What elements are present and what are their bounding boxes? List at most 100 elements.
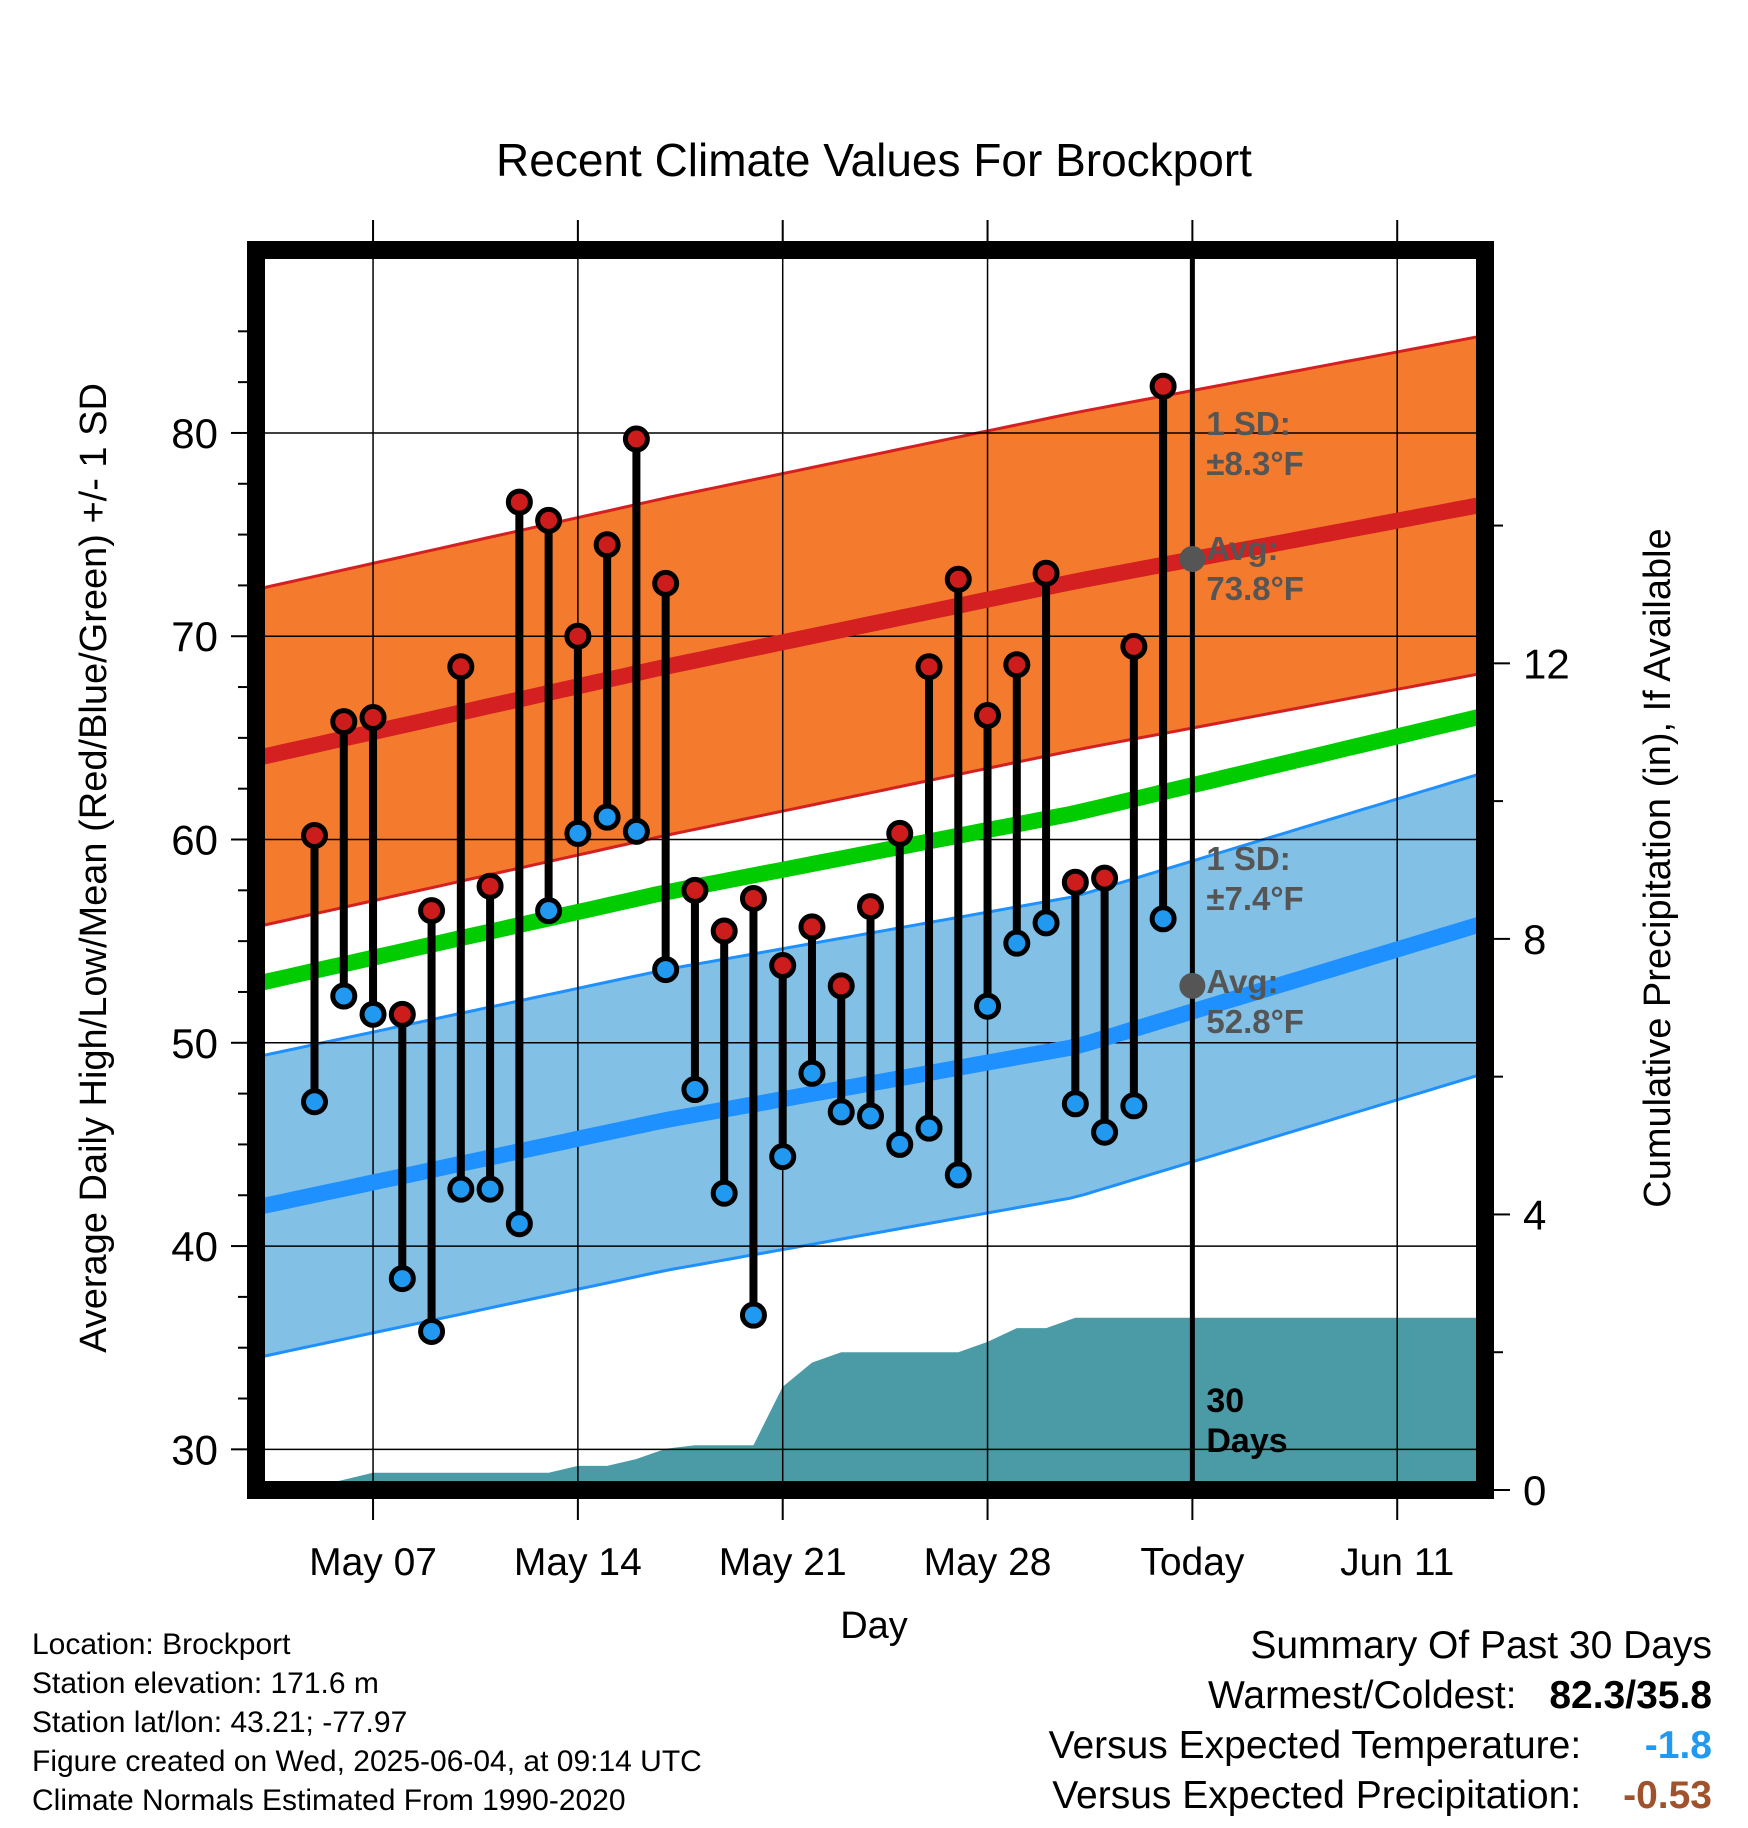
daily-high-point (388, 1000, 416, 1028)
warmest-value: 82.3/35.8 (1549, 1674, 1712, 1717)
daily-high-point (476, 872, 504, 900)
elevation-text: Station elevation: 171.6 m (32, 1667, 379, 1700)
high-sd-label: 1 SD: (1206, 405, 1290, 442)
daily-high-point (1091, 864, 1119, 892)
daily-high-point (798, 913, 826, 941)
daily-low-point (915, 1114, 943, 1142)
daily-high-point (301, 821, 329, 849)
daily-high-point (652, 569, 680, 597)
y-tick-label: 30 (171, 1426, 218, 1473)
daily-low-point (974, 992, 1002, 1020)
daily-high-point (593, 531, 621, 559)
daily-low-point (1120, 1092, 1148, 1120)
daily-low-point (681, 1076, 709, 1104)
y-tick-label: 80 (171, 410, 218, 457)
y2-tick-label: 0 (1523, 1467, 1546, 1514)
y-tick-label: 70 (171, 613, 218, 660)
x-tick-label: May 28 (924, 1541, 1052, 1584)
daily-low-point (359, 1000, 387, 1028)
sd-edge-line (256, 333, 1485, 591)
today-low-avg-marker (1179, 972, 1206, 999)
daily-low-point (535, 897, 563, 925)
summary-warmest-row: Warmest/Coldest: 82.3/35.8 (1049, 1671, 1712, 1721)
summary-panel: Summary Of Past 30 Days Warmest/Coldest:… (1049, 1621, 1712, 1821)
daily-high-point (944, 565, 972, 593)
plot-frame (247, 241, 1494, 1499)
daily-low-point (593, 803, 621, 831)
y-tick-label: 60 (171, 817, 218, 864)
y-axis-label: Average Daily High/Low/Mean (Red/Blue/Gr… (73, 383, 115, 1353)
precip-area (256, 1317, 1485, 1490)
high-avg-label: Avg: (1206, 530, 1278, 567)
daily-high-point (739, 884, 767, 912)
daily-high-point (886, 819, 914, 847)
daily-low-point (1032, 909, 1060, 937)
precip-label: Versus Expected Precipitation: (1052, 1774, 1582, 1817)
warmest-label: Warmest/Coldest: (1208, 1674, 1517, 1717)
daily-low-point (886, 1130, 914, 1158)
daily-low-point (652, 956, 680, 984)
daily-low-point (1091, 1118, 1119, 1146)
daily-high-point (1149, 372, 1177, 400)
daily-low-point (944, 1161, 972, 1189)
summary-title: Summary Of Past 30 Days (1250, 1624, 1712, 1667)
x-tick-label: Today (1140, 1541, 1245, 1584)
daily-low-point (330, 982, 358, 1010)
daily-high-point (710, 917, 738, 945)
daily-high-point (857, 893, 884, 921)
y2-tick-label: 4 (1523, 1191, 1546, 1238)
daily-high-point (827, 972, 855, 1000)
daily-high-point (769, 952, 797, 980)
daily-high-point (359, 704, 387, 732)
station-info: Location: Brockport Station elevation: 1… (32, 1625, 702, 1820)
daily-high-point (1003, 651, 1031, 679)
high-avg-value: 73.8°F (1206, 570, 1304, 607)
daily-high-point (622, 425, 650, 453)
x-tick-label: May 07 (309, 1541, 437, 1584)
daily-high-point (330, 708, 358, 736)
precip-value: -0.53 (1623, 1774, 1712, 1817)
daily-low-point (1061, 1090, 1089, 1118)
x-tick-label: May 21 (719, 1541, 847, 1584)
daily-high-point (1120, 632, 1148, 660)
daily-low-point (739, 1301, 767, 1329)
x-tick-label: May 14 (514, 1541, 642, 1584)
daily-high-point (564, 622, 592, 650)
daily-low-point (476, 1175, 504, 1203)
daily-high-point (915, 653, 943, 681)
low-avg-value: 52.8°F (1206, 1003, 1304, 1040)
normals-text: Climate Normals Estimated From 1990-2020 (32, 1784, 626, 1817)
daily-low-point (418, 1317, 446, 1345)
daily-low-point (388, 1265, 416, 1293)
low-sd-label: 1 SD: (1206, 840, 1290, 877)
today-high-avg-marker (1179, 545, 1206, 572)
temp-value: -1.8 (1644, 1724, 1712, 1767)
y-tick-label: 50 (171, 1020, 218, 1067)
daily-high-point (974, 702, 1002, 730)
daily-low-point (710, 1179, 738, 1207)
daily-low-point (301, 1088, 329, 1116)
daily-low-point (857, 1102, 884, 1130)
daily-high-point (418, 897, 446, 925)
daily-high-point (535, 506, 563, 534)
daily-low-point (505, 1210, 533, 1238)
daily-low-point (564, 819, 592, 847)
days-label: Days (1206, 1422, 1287, 1460)
daily-low-point (769, 1143, 797, 1171)
y2-axis-label: Cumulative Precipitation (in), If Availa… (1637, 528, 1679, 1207)
daily-high-point (1061, 868, 1089, 896)
plot-area (256, 250, 1485, 1490)
daily-high-point (1032, 559, 1060, 587)
y2-tick-label: 12 (1523, 640, 1570, 687)
daily-high-point (681, 876, 709, 904)
y-tick-label: 40 (171, 1223, 218, 1270)
y2-tick-label: 8 (1523, 916, 1546, 963)
summary-temp-row: Versus Expected Temperature: -1.8 (1049, 1721, 1712, 1771)
x-tick-label: Jun 11 (1340, 1541, 1454, 1584)
latlon-text: Station lat/lon: 43.21; -77.97 (32, 1706, 408, 1739)
days-count-label: 30 (1206, 1382, 1244, 1420)
daily-high-point (447, 653, 475, 681)
daily-low-point (447, 1175, 475, 1203)
high-sd-value: ±8.3°F (1206, 445, 1303, 482)
